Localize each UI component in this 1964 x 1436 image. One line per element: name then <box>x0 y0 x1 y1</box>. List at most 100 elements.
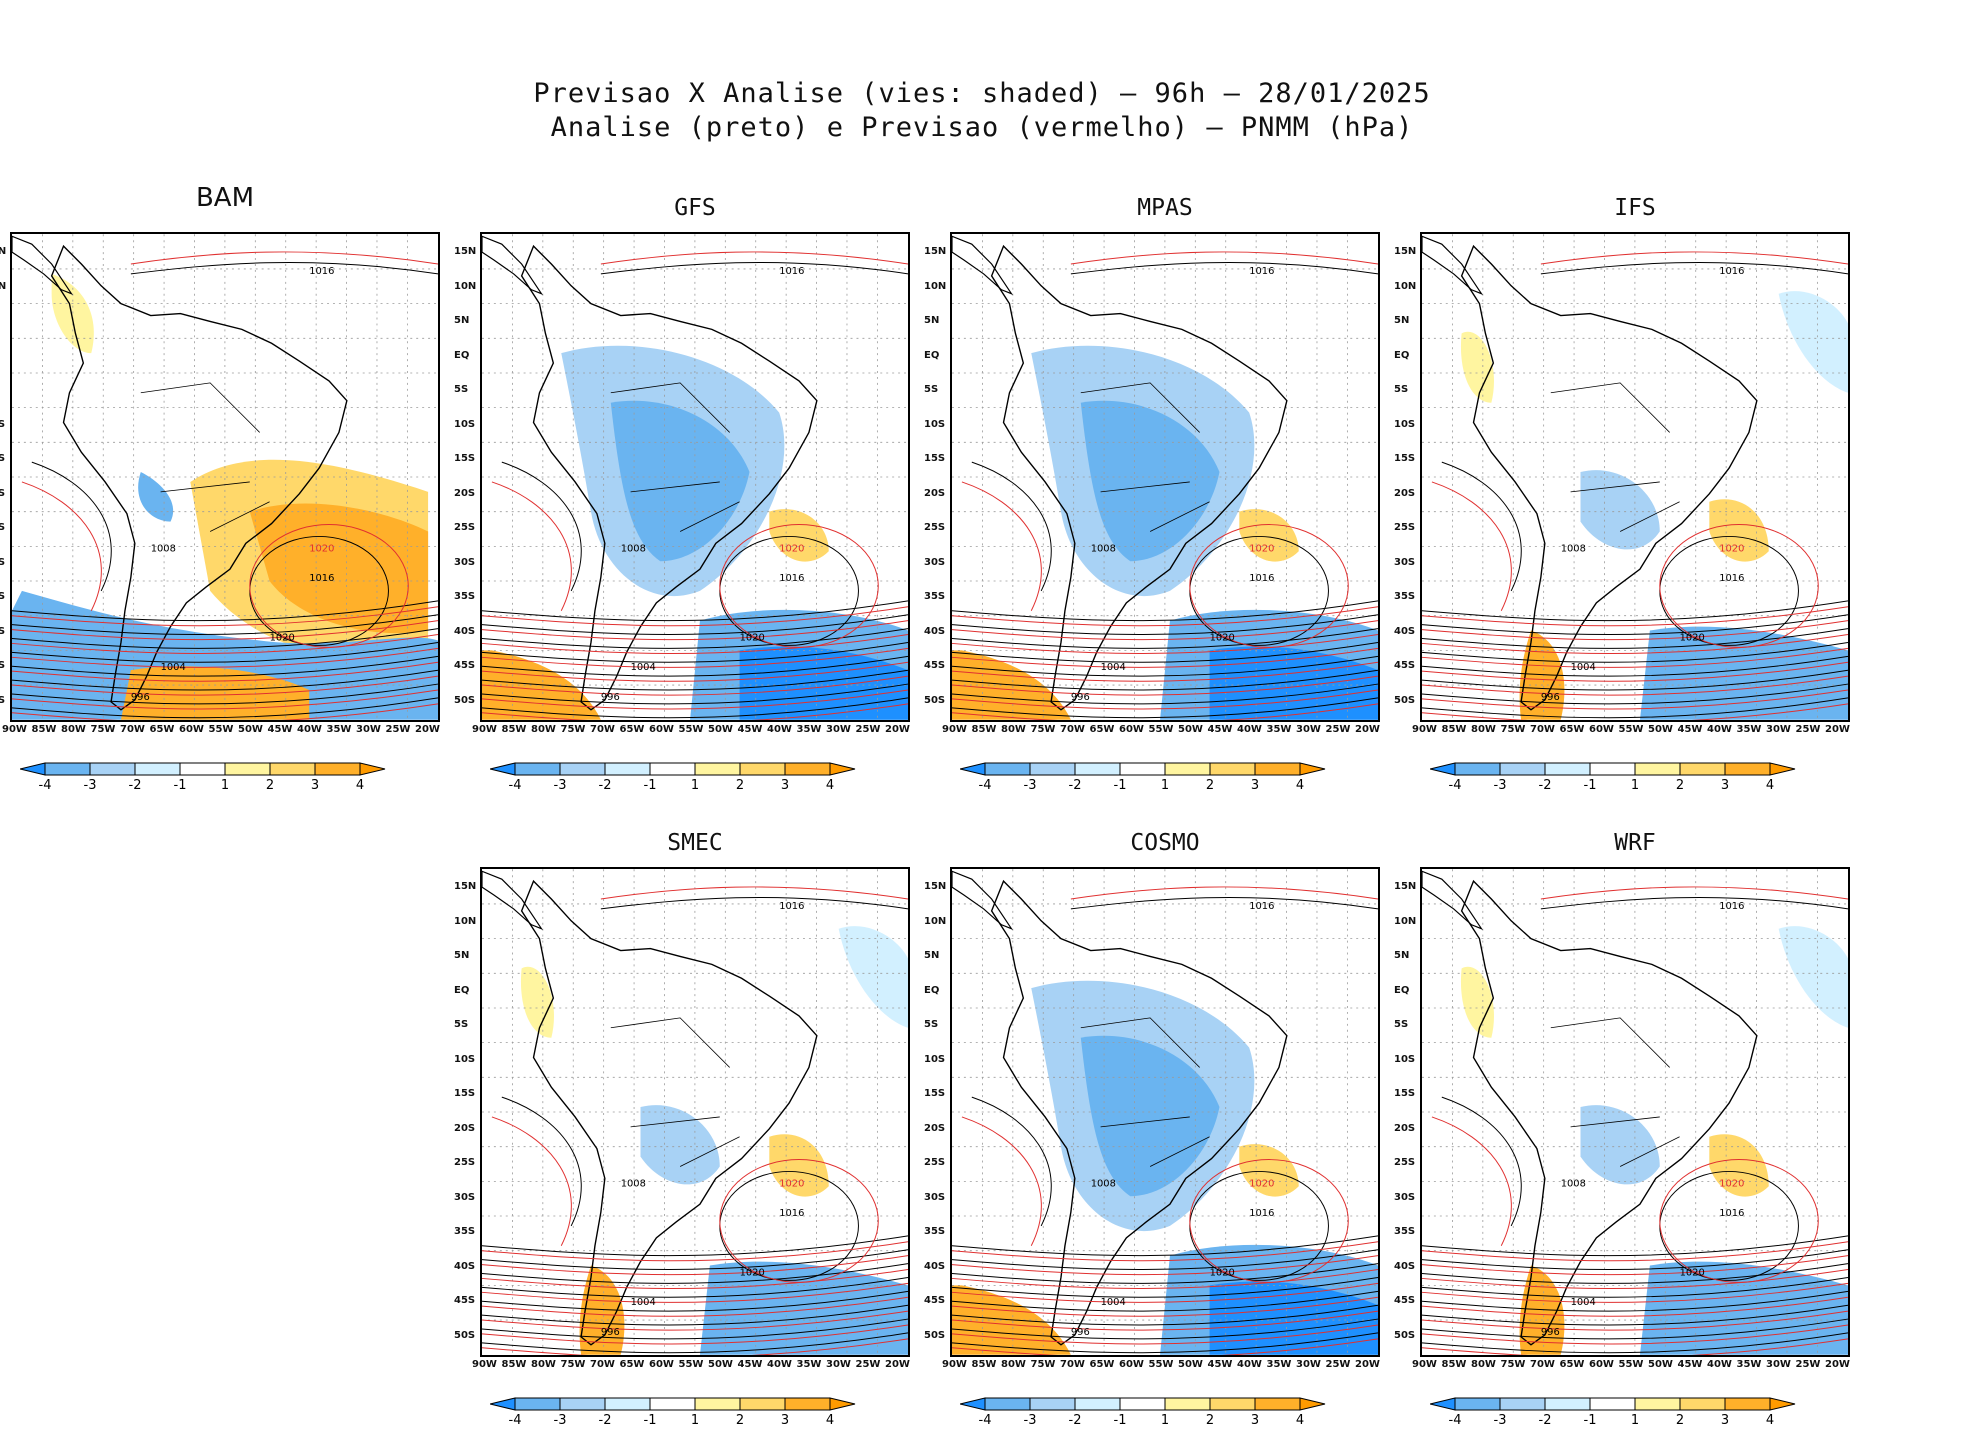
panel-title: GFS <box>674 195 716 221</box>
isobar <box>1540 886 1848 900</box>
lat-label: 25S <box>454 522 476 533</box>
lon-label: 90W <box>1412 724 1437 735</box>
analysis-isobars <box>482 896 908 1354</box>
isobar-label: 1020 <box>1210 1267 1235 1278</box>
bias-area <box>1709 1134 1769 1197</box>
isobar <box>1189 1159 1349 1283</box>
lon-label: 45W <box>1677 1359 1703 1370</box>
lon-label: 40W <box>1237 724 1262 735</box>
isobar <box>482 1255 908 1276</box>
isobar <box>482 628 908 649</box>
colorbar-segment <box>1029 762 1076 776</box>
colorbar-label: 4 <box>1296 778 1304 793</box>
isobar <box>1422 620 1848 641</box>
colorbar-arrow-right <box>829 1397 856 1411</box>
lon-label: 20W <box>885 724 910 735</box>
forecast-isobars <box>12 251 438 720</box>
lat-label: 10S <box>454 1053 476 1065</box>
bias-shading <box>1460 291 1848 720</box>
colorbar-segment <box>694 1397 741 1411</box>
colorbar-label: -4 <box>509 1413 522 1428</box>
lon-label: 55W <box>208 724 234 735</box>
colorbar-label: -4 <box>979 1413 992 1428</box>
isobar <box>12 600 438 622</box>
colorbar-label: -1 <box>1584 1413 1597 1428</box>
forecast-isobars <box>1422 251 1848 720</box>
colorbar-segment <box>44 762 91 776</box>
lon-label: 25W <box>855 1359 881 1370</box>
colorbar-label: -2 <box>1539 778 1552 793</box>
lat-label: 35S <box>1394 591 1416 602</box>
lon-label: 80W <box>1471 724 1496 735</box>
lon-label: 25W <box>1795 724 1821 735</box>
isobar <box>482 683 908 705</box>
lat-label: 15N <box>924 246 947 257</box>
isobar-label: 1020 <box>1680 632 1705 643</box>
colorbar-label: 1 <box>221 778 229 793</box>
lat-label: EQ <box>924 349 940 361</box>
isobar <box>1189 524 1349 648</box>
isobar <box>482 689 908 710</box>
colorbar-segment <box>1254 1397 1301 1411</box>
lon-label: 45W <box>267 724 293 735</box>
isobar <box>952 1324 1378 1345</box>
lon-label: 70W <box>1060 1359 1085 1370</box>
lon-label: 85W <box>501 1359 527 1370</box>
lat-label: 40S <box>454 625 476 637</box>
colorbar-segment <box>1544 1397 1591 1411</box>
lon-label: 60W <box>649 724 674 735</box>
bias-area <box>1080 1035 1220 1197</box>
coastline <box>990 879 1288 1346</box>
lat-label: 5N <box>1394 950 1410 961</box>
panel-title: WRF <box>1614 830 1656 856</box>
lat-label: 10S <box>454 418 476 430</box>
isobar <box>600 251 908 265</box>
lat-label: 25S <box>0 522 6 533</box>
colorbar: -4 -3 -2 -1 1 2 3 4 <box>1430 753 1840 793</box>
isobar <box>1422 1290 1848 1312</box>
isobar <box>1659 524 1819 648</box>
isobar <box>1540 261 1848 275</box>
lon-label: 75W <box>1030 724 1056 735</box>
isobar <box>952 620 1378 641</box>
isobar <box>12 641 438 663</box>
isobar <box>952 1235 1378 1257</box>
isobar <box>1422 689 1848 710</box>
colorbar-segment <box>224 762 271 776</box>
lat-label: 15S <box>924 1088 946 1099</box>
isobar-label: 1008 <box>1091 543 1116 554</box>
lon-label: 70W <box>1530 1359 1555 1370</box>
isobar <box>482 1282 908 1303</box>
isobar <box>482 634 908 654</box>
isobar-label: 1020 <box>779 543 804 554</box>
lon-label: 80W <box>531 724 556 735</box>
isobar-label: 996 <box>1541 1327 1560 1338</box>
lon-label: 85W <box>1441 1359 1467 1370</box>
lon-label: 85W <box>31 724 57 735</box>
colorbar-label: 3 <box>1721 778 1729 793</box>
isobar <box>952 1263 1378 1284</box>
colorbar-segment <box>1499 1397 1546 1411</box>
isobar-label: 996 <box>1071 692 1090 703</box>
colorbar-segment <box>984 1397 1031 1411</box>
coastline <box>482 235 543 295</box>
colorbar-segment <box>784 1397 831 1411</box>
lat-label: 5S <box>454 384 469 395</box>
colorbar-segment <box>559 762 606 776</box>
panel-gfs: GFS 1016 1016 1008 1004 996 1020 1020 15N 10N 5N EQ… <box>454 195 910 793</box>
isobar <box>482 1304 908 1326</box>
lon-label: 70W <box>590 724 615 735</box>
bias-area <box>1639 1261 1848 1355</box>
isobar <box>482 614 908 635</box>
lon-label: 70W <box>1530 724 1555 735</box>
borders <box>1080 1017 1210 1167</box>
colorbar-arrow-left <box>490 1397 516 1411</box>
lat-label: EQ <box>1394 349 1410 361</box>
colorbar-arrow-left <box>1430 1397 1456 1411</box>
isobar <box>952 683 1378 705</box>
lon-label: 90W <box>1412 1359 1437 1370</box>
isobar <box>1422 600 1848 622</box>
colorbar-label: 4 <box>1766 1413 1774 1428</box>
lat-label: 20S <box>924 487 946 499</box>
colorbar: -4 -3 -2 -1 1 2 3 4 <box>490 753 900 793</box>
